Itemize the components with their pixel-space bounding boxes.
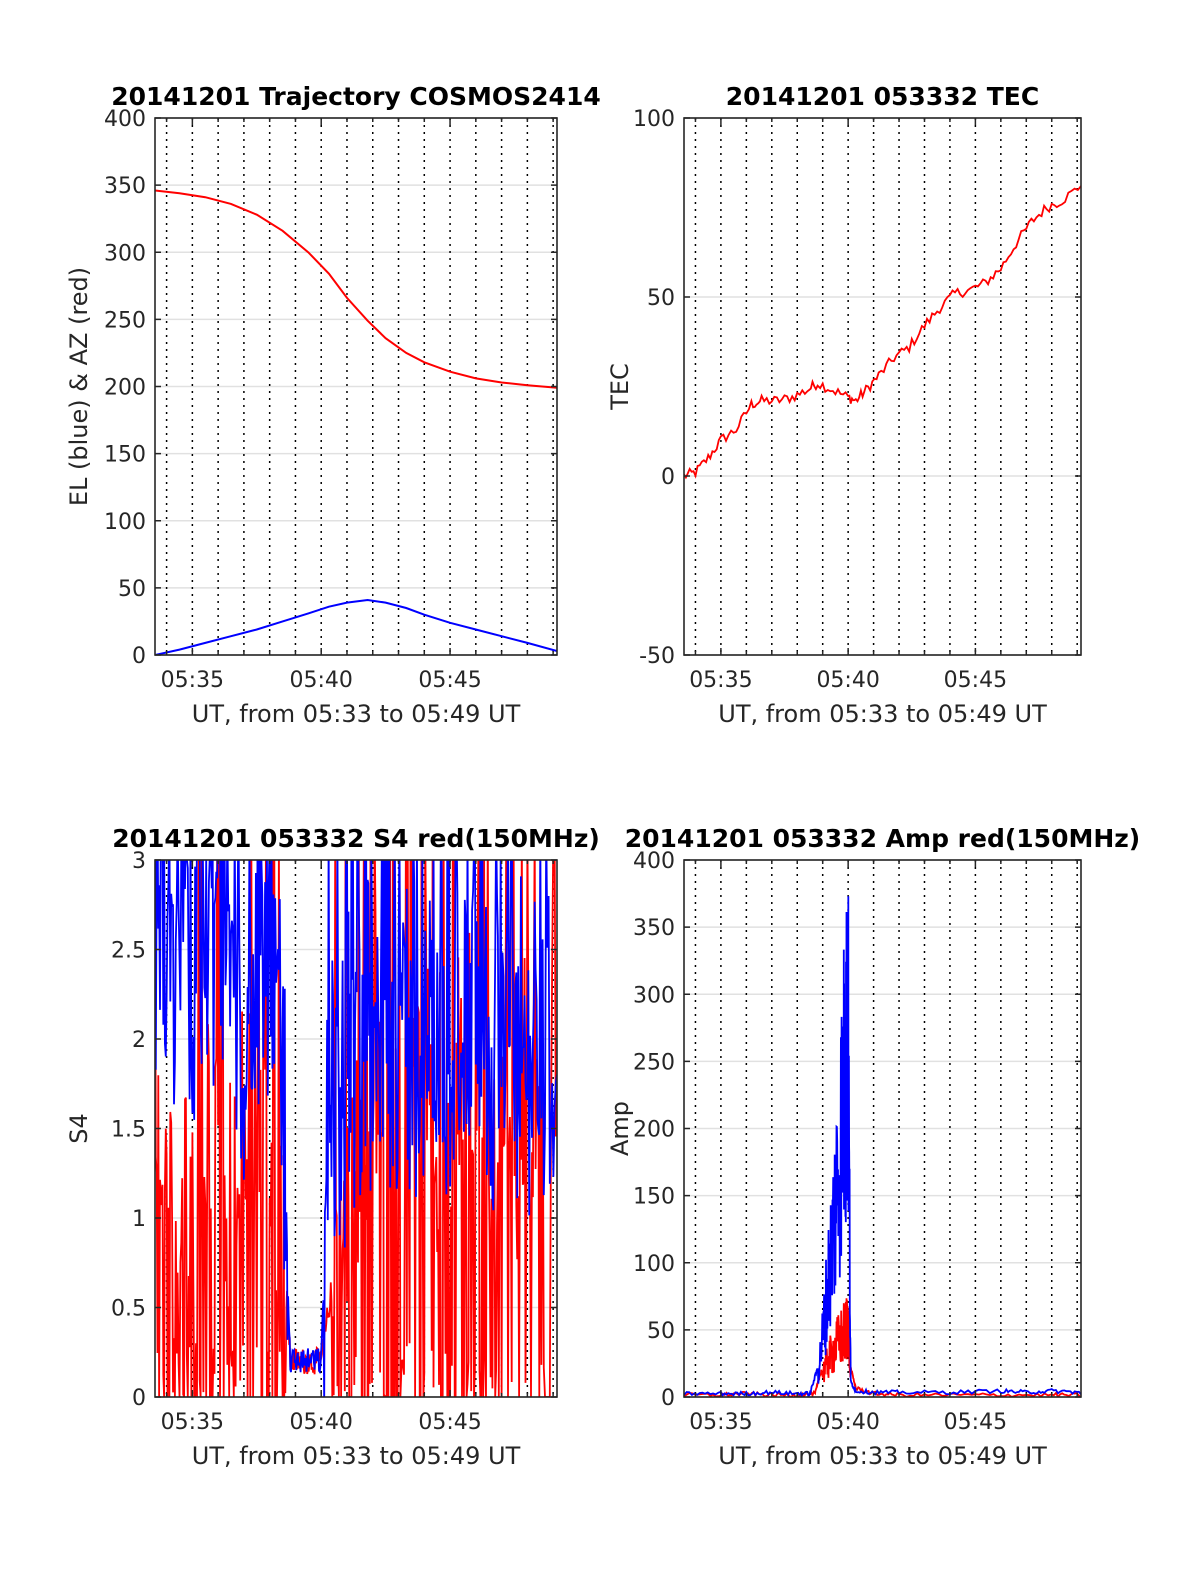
axes-frame: [683, 117, 1082, 656]
y-tick-label: 50: [647, 286, 675, 311]
y-tick-label: 0.5: [111, 1297, 146, 1322]
y-tick-label: 100: [104, 510, 146, 535]
y-tick-label: 100: [633, 1252, 675, 1277]
chart-panel-1: 0 50 100 150 200 250 300 350 400 05:35 05:40 05:45 U…: [65, 82, 601, 728]
x-tick-label: 05:45: [418, 668, 481, 693]
y-tick-label: 400: [633, 849, 675, 874]
x-axis-label: UT, from 05:33 to 05:49 UT: [192, 1442, 521, 1470]
y-axis-label: Amp: [606, 1101, 634, 1156]
y-tick-label: 0: [661, 465, 675, 490]
y-tick-label: 0: [132, 1386, 146, 1411]
y-tick-label: 1.5: [111, 1118, 146, 1143]
series-line-blue: [684, 896, 1081, 1397]
x-tick-label: 05:45: [944, 668, 1007, 693]
y-tick-label: 50: [647, 1319, 675, 1344]
x-tick-label: 05:35: [689, 1410, 752, 1435]
y-tick-label: 350: [633, 916, 675, 941]
y-tick-label: 200: [633, 1118, 675, 1143]
y-axis-label: EL (blue) & AZ (red): [65, 267, 93, 506]
x-tick-label: 05:40: [816, 1410, 879, 1435]
series-line-red: [684, 185, 1081, 480]
chart-title: 20141201 053332 TEC: [726, 82, 1039, 111]
x-tick-label: 05:40: [290, 1410, 353, 1435]
y-tick-label: 350: [104, 174, 146, 199]
y-tick-label: 3: [132, 849, 146, 874]
x-tick-label: 05:35: [161, 668, 224, 693]
y-tick-label: 50: [118, 577, 146, 602]
y-tick-label: 400: [104, 107, 146, 132]
x-tick-label: 05:40: [816, 668, 879, 693]
x-tick-label: 05:40: [290, 668, 353, 693]
y-tick-label: 150: [633, 1185, 675, 1210]
y-tick-label: 0: [132, 644, 146, 669]
chart-panel-2: -50 0 50 100 05:35 05:40 05:45 UT, from 05:33 t…: [606, 82, 1082, 728]
series-line-red: [684, 1298, 1081, 1397]
chart-panel-3: 0 0.5 1 1.5 2 2.5 3 05:35 05:40 05:45 UT, from 05:…: [65, 824, 600, 1470]
chart-title: 20141201 053332 S4 red(150MHz): [112, 824, 600, 853]
y-axis-label: S4: [65, 1113, 93, 1144]
y-tick-label: 150: [104, 443, 146, 468]
y-tick-label: 250: [633, 1050, 675, 1075]
series-line-blue: [155, 598, 557, 655]
y-tick-label: 2: [132, 1028, 146, 1053]
y-axis-label: TEC: [606, 363, 634, 411]
y-tick-label: -50: [639, 644, 675, 669]
x-tick-label: 05:45: [944, 1410, 1007, 1435]
series-line-red: [155, 189, 557, 389]
y-tick-label: 200: [104, 376, 146, 401]
x-tick-label: 05:35: [161, 1410, 224, 1435]
chart-title: 20141201 Trajectory COSMOS2414: [111, 82, 601, 111]
series-line-red: [155, 860, 557, 1397]
y-tick-label: 300: [104, 241, 146, 266]
x-axis-label: UT, from 05:33 to 05:49 UT: [718, 700, 1047, 728]
y-tick-label: 300: [633, 983, 675, 1008]
chart-title: 20141201 053332 Amp red(150MHz): [625, 824, 1141, 853]
x-tick-label: 05:35: [689, 668, 752, 693]
y-tick-label: 100: [633, 107, 675, 132]
x-axis-label: UT, from 05:33 to 05:49 UT: [718, 1442, 1047, 1470]
y-tick-label: 1: [132, 1207, 146, 1232]
y-tick-label: 250: [104, 308, 146, 333]
x-tick-label: 05:45: [418, 1410, 481, 1435]
x-axis-label: UT, from 05:33 to 05:49 UT: [192, 700, 521, 728]
y-tick-label: 0: [661, 1386, 675, 1411]
y-tick-label: 2.5: [111, 939, 146, 964]
chart-panel-4: 0 50 100 150 200 250 300 350 400 05:35 05:40 05:45 U…: [606, 824, 1140, 1470]
